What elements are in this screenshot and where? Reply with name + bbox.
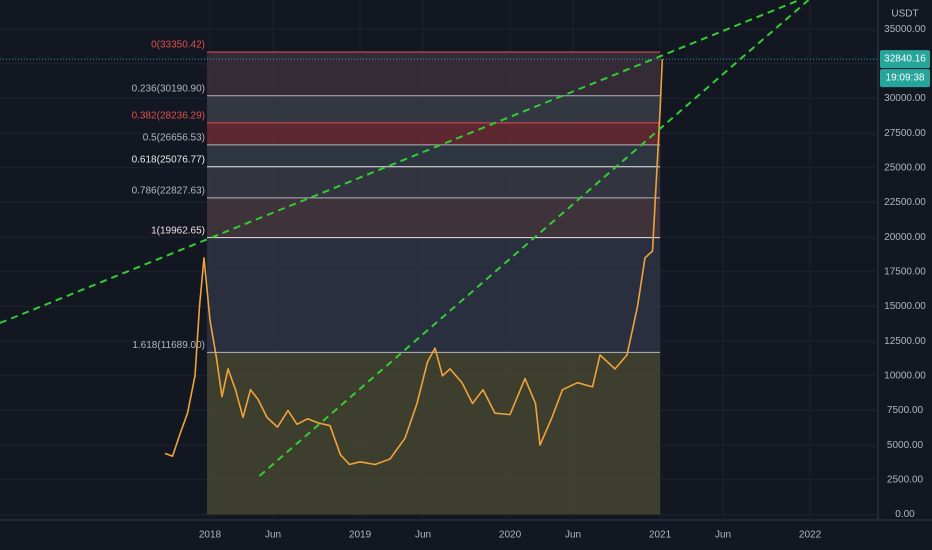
fib-level-label: 0.382(28236.29) (132, 111, 205, 122)
y-tick-label: 35000.00 (884, 24, 926, 35)
fib-band (207, 95, 661, 123)
fib-level-label: 1(19962.65) (151, 225, 205, 236)
axis-unit: USDT (891, 9, 918, 20)
y-tick-label: 22500.00 (884, 197, 926, 208)
x-tick-label: 2020 (499, 530, 522, 541)
y-tick-label: 7500.00 (887, 405, 924, 416)
fib-level-label: 0.236(30190.90) (132, 83, 205, 94)
y-tick-label: 25000.00 (884, 162, 926, 173)
x-tick-label: 2019 (349, 530, 372, 541)
y-tick-label: 17500.00 (884, 266, 926, 277)
fib-band (207, 122, 661, 145)
fib-level-label: 0(33350.42) (151, 40, 205, 51)
fib-band (207, 237, 661, 353)
x-tick-label: 2021 (649, 530, 672, 541)
y-tick-label: 27500.00 (884, 128, 926, 139)
fib-band (207, 352, 661, 515)
fib-band (207, 197, 661, 238)
y-tick-label: 12500.00 (884, 336, 926, 347)
fib-band (207, 144, 661, 167)
y-tick-label: 15000.00 (884, 301, 926, 312)
fib-level-label: 0.618(25076.77) (132, 154, 205, 165)
y-tick-label: 30000.00 (884, 93, 926, 104)
fib-level-label: 0.5(26656.53) (143, 132, 205, 143)
countdown-box (880, 69, 930, 88)
x-tick-label: Jun (715, 530, 731, 541)
x-tick-label: Jun (265, 530, 281, 541)
y-tick-label: 2500.00 (887, 474, 924, 485)
fib-band (207, 51, 661, 96)
trend-line (258, 0, 810, 477)
x-tick-label: 2022 (799, 530, 822, 541)
y-tick-label: 20000.00 (884, 232, 926, 243)
fib-level-label: 1.618(11689.00) (132, 340, 205, 351)
countdown-label: 19:09:38 (886, 73, 925, 84)
y-tick-label: 10000.00 (884, 370, 926, 381)
x-tick-label: Jun (415, 530, 431, 541)
y-tick-label: 5000.00 (887, 440, 924, 451)
price-line (164, 59, 664, 466)
x-tick-label: 2018 (199, 530, 222, 541)
fib-retracement: 0(33350.42) 0.236(30190.90) 0.382(28236.29… (132, 40, 661, 515)
last-price-box (880, 50, 930, 69)
last-price-label: 32840.16 (884, 54, 926, 65)
x-tick-label: Jun (565, 530, 581, 541)
fib-level-label: 0.786(22827.63) (132, 186, 205, 197)
fib-band (207, 166, 661, 198)
y-tick-label: 0.00 (895, 509, 915, 520)
